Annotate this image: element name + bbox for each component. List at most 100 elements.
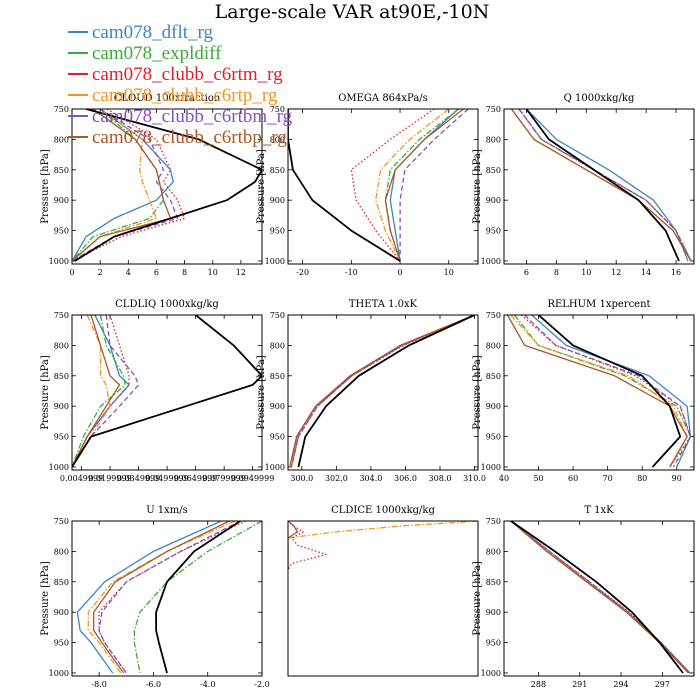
- panel-7: CLDICE 1000xkg/kg: [287, 505, 479, 677]
- y-tick-label: 800: [486, 341, 501, 350]
- plot-frame: [503, 314, 695, 471]
- series-line-4: [524, 315, 692, 468]
- y-tick-label: 1000: [481, 669, 501, 678]
- panel-title: CLDICE 1000xkg/kg: [331, 505, 435, 516]
- series-line-4: [98, 521, 241, 674]
- legend-entry: cam078_expldiff: [68, 43, 292, 64]
- x-tick-label: 0.0649999: [174, 474, 217, 483]
- x-tick-label: 0.0949999: [231, 474, 274, 483]
- y-tick-label: 1000: [265, 463, 285, 472]
- y-tick-label: 750: [54, 517, 69, 526]
- y-tick-label: 950: [486, 639, 501, 648]
- x-tick-label: 306.0: [394, 474, 417, 483]
- series-group: [288, 109, 469, 262]
- y-tick-label: 1000: [481, 257, 501, 266]
- legend-swatch: [68, 72, 88, 75]
- series-line-2: [518, 109, 692, 262]
- series-line-5: [384, 109, 464, 262]
- plot-frame: [287, 314, 479, 471]
- y-tick-label: 800: [54, 547, 69, 556]
- y-axis-label: Pressure [hPa]: [472, 355, 483, 430]
- panel-title: Q 1000xkg/kg: [564, 93, 635, 104]
- x-tick-label: 0: [398, 268, 403, 277]
- panel-1: OMEGA 864xPa/s Pressure [hPa] 1000 950 900 85…: [256, 93, 479, 277]
- x-tick-label: 40: [499, 474, 509, 483]
- y-tick-label: 800: [270, 135, 285, 144]
- x-tick-label: 0: [69, 268, 74, 277]
- x-tick-label: 70: [603, 474, 613, 483]
- y-tick-label: 750: [54, 311, 69, 320]
- panel-0: CLOUD 100xfraction Pressure [hPa] 1000 950 9…: [40, 93, 263, 277]
- x-tick-label: 6: [154, 268, 159, 277]
- series-line-4: [510, 521, 691, 674]
- y-tick-label: 750: [486, 311, 501, 320]
- x-tick-label: 10: [208, 268, 218, 277]
- y-tick-label: 800: [270, 341, 285, 350]
- legend-label: cam078_clubb_c6rtp_rg: [92, 85, 278, 106]
- x-tick-label: 0.0049999: [60, 474, 103, 483]
- series-line-1: [290, 315, 475, 468]
- x-tick-label: 10: [581, 268, 591, 277]
- panel-title: T 1xK: [584, 505, 614, 516]
- y-tick-label: 900: [54, 608, 69, 617]
- series-line-3: [375, 109, 450, 262]
- y-tick-label: 800: [486, 547, 501, 556]
- y-tick-label: 900: [486, 402, 501, 411]
- series-line-0: [290, 315, 475, 468]
- x-tick-label: 90: [672, 474, 682, 483]
- y-tick-label: 950: [486, 433, 501, 442]
- series-line-5: [289, 315, 475, 468]
- x-tick-label: 0.0499999: [145, 474, 188, 483]
- y-tick-label: 900: [54, 402, 69, 411]
- control-line: [74, 109, 262, 262]
- y-tick-label: 1000: [49, 463, 69, 472]
- series-line-0: [72, 109, 174, 262]
- x-tick-label: 80: [637, 474, 647, 483]
- y-axis-label: Pressure [hPa]: [40, 355, 51, 430]
- control-line: [537, 315, 682, 468]
- series-group: [72, 315, 262, 468]
- x-tick-label: 14: [641, 268, 651, 277]
- y-tick-label: 750: [270, 105, 285, 114]
- series-line-3: [510, 315, 688, 468]
- y-axis-label: Pressure [hPa]: [256, 149, 267, 224]
- plot-frame: [287, 520, 479, 677]
- series-line-4: [518, 109, 692, 262]
- x-tick-label: 308.0: [429, 474, 452, 483]
- series-line-5: [506, 315, 688, 468]
- series-line-4: [399, 109, 469, 261]
- series-line-2: [350, 109, 435, 262]
- series-group: [510, 109, 692, 262]
- y-tick-label: 850: [54, 372, 69, 381]
- x-tick-label: 12: [236, 268, 246, 277]
- y-tick-label: 900: [486, 196, 501, 205]
- control-line: [510, 521, 684, 674]
- legend-entry: cam078_dflt_rg: [68, 22, 292, 43]
- x-tick-label: -10: [345, 268, 358, 277]
- x-tick-label: 300.0: [290, 474, 313, 483]
- x-tick-label: 2: [98, 268, 103, 277]
- series-line-1: [518, 109, 692, 262]
- x-tick-label: 0.0199999: [88, 474, 131, 483]
- legend-label: cam078_clubb_c6rtbp_rg: [92, 127, 287, 148]
- plot-frame: [503, 520, 695, 677]
- y-tick-label: 850: [54, 166, 69, 175]
- legend-label: cam078_clubb_c6rtbm_rg: [92, 106, 293, 127]
- y-tick-label: 850: [486, 578, 501, 587]
- series-line-0: [288, 521, 478, 570]
- series-group: [76, 521, 262, 674]
- y-tick-label: 750: [486, 517, 501, 526]
- y-tick-label: 950: [270, 227, 285, 236]
- panel-title: RELHUM 1xpercent: [547, 299, 650, 310]
- series-line-2: [288, 521, 299, 570]
- series-line-5: [93, 521, 230, 674]
- series-line-0: [76, 521, 222, 674]
- y-tick-label: 950: [54, 227, 69, 236]
- series-line-1: [513, 315, 692, 468]
- y-tick-label: 750: [54, 105, 69, 114]
- legend: cam078_dflt_rg cam078_expldiff cam078_club…: [68, 22, 292, 148]
- panel-title: THETA 1.0xK: [349, 299, 418, 310]
- series-line-5: [72, 109, 172, 262]
